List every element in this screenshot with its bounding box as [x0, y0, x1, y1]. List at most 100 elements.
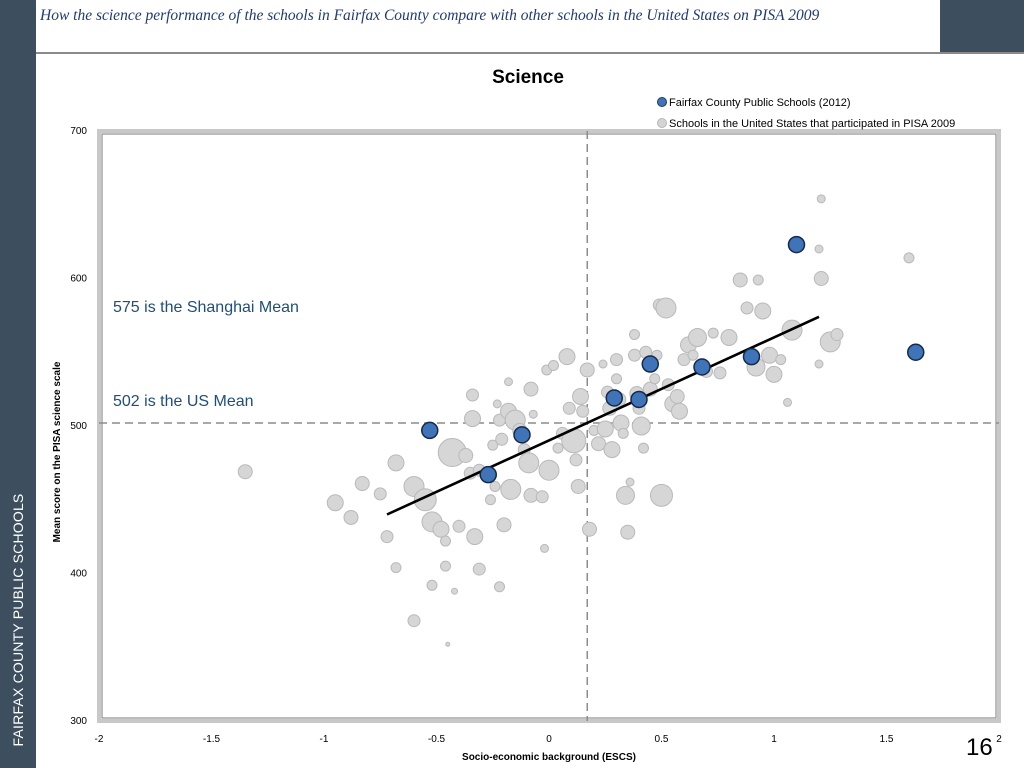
reference-lines — [99, 131, 999, 721]
us-school-point — [688, 328, 707, 347]
us-school-point — [765, 365, 783, 383]
fcps-school-point — [693, 358, 711, 376]
us-school-point — [464, 410, 481, 428]
fcps-school-point — [630, 390, 648, 409]
us-school-point — [495, 432, 509, 446]
us-school-point — [720, 329, 738, 346]
x-tick-label: -0.5 — [428, 734, 446, 745]
page-number: 16 — [966, 734, 993, 761]
us-schools-series — [237, 194, 915, 647]
us-school-point — [671, 402, 688, 420]
us-school-point — [591, 436, 606, 452]
legend-fcps-marker — [657, 97, 667, 107]
us-school-point — [625, 477, 635, 487]
plot-border — [97, 129, 1001, 723]
us-school-point — [713, 366, 727, 380]
us-school-point — [440, 560, 451, 572]
fcps-school-point — [513, 426, 531, 444]
us-school-point — [783, 397, 792, 407]
us-school-point — [492, 399, 502, 409]
us-school-point — [775, 354, 787, 366]
fcps-school-point — [479, 465, 497, 484]
us-school-point — [548, 360, 559, 372]
x-tick-label: 2 — [996, 734, 1002, 745]
y-tick-label: 700 — [70, 126, 87, 137]
us-school-point — [638, 442, 649, 454]
sidebar-label: FAIRFAX COUNTY PUBLIC SCHOOLS — [10, 493, 26, 747]
chart-title: Science — [492, 67, 564, 88]
us-school-point — [629, 329, 640, 341]
us-school-point — [814, 244, 824, 254]
us-mean-annotation: 502 is the US Mean — [113, 393, 254, 410]
x-tick-label: -1 — [320, 734, 329, 745]
us-school-point — [816, 194, 826, 204]
fcps-school-point — [421, 421, 439, 440]
us-school-point — [535, 490, 549, 504]
x-axis-label: Socio-economic background (ESCS) — [462, 752, 636, 763]
us-school-point — [562, 401, 576, 415]
fcps-school-point — [605, 389, 623, 407]
us-school-point — [452, 519, 466, 533]
fcps-school-point — [742, 347, 761, 366]
us-school-point — [572, 388, 589, 405]
us-school-point — [432, 520, 450, 538]
us-school-point — [466, 528, 484, 546]
us-school-point — [552, 442, 564, 454]
us-school-point — [528, 409, 538, 419]
us-school-point — [494, 581, 505, 593]
legend-fcps-label: Fairfax County Public Schools (2012) — [669, 97, 851, 109]
header-rule — [36, 52, 1024, 54]
us-school-point — [387, 454, 405, 472]
us-school-point — [830, 328, 844, 342]
us-school-point — [761, 346, 778, 364]
us-school-point — [354, 476, 370, 492]
us-school-point — [650, 483, 673, 507]
us-school-point — [373, 487, 387, 501]
us-school-point — [458, 448, 474, 463]
us-school-point — [903, 252, 915, 264]
us-school-point — [380, 530, 394, 544]
us-school-point — [326, 494, 344, 512]
y-axis-label: Mean score on the PISA science scale — [52, 361, 63, 542]
us-school-point — [451, 587, 458, 595]
us-school-point — [466, 388, 479, 402]
us-school-point — [518, 452, 540, 474]
us-school-point — [426, 579, 438, 591]
sidebar — [0, 0, 36, 768]
y-tick-label: 600 — [70, 274, 87, 285]
sidebar-label-container: FAIRFAX COUNTY PUBLIC SCHOOLS — [0, 0, 36, 768]
us-school-point — [628, 348, 641, 362]
us-school-point — [237, 464, 253, 480]
fcps-series — [421, 235, 925, 484]
us-school-point — [732, 272, 748, 288]
legend-us-marker — [657, 118, 667, 128]
us-school-point — [814, 359, 824, 369]
us-school-point — [504, 377, 513, 387]
us-school-point — [445, 641, 451, 647]
us-school-point — [538, 459, 560, 481]
us-school-point — [523, 381, 539, 397]
us-school-point — [540, 543, 549, 553]
x-tick-label: 1 — [771, 734, 777, 745]
us-school-point — [754, 302, 772, 320]
slide-title: How the science performance of the schoo… — [40, 7, 820, 24]
us-school-point — [596, 420, 614, 438]
us-school-point — [649, 373, 661, 385]
x-tick-label: -1.5 — [203, 734, 221, 745]
us-school-point — [707, 327, 719, 339]
x-tick-label: -2 — [95, 734, 104, 745]
header-corner-block — [940, 0, 1024, 52]
us-school-point — [631, 416, 651, 436]
y-tick-label: 300 — [70, 716, 87, 727]
us-school-point — [617, 427, 629, 439]
x-tick-label: 0 — [546, 734, 552, 745]
plot-inner-border — [101, 133, 997, 719]
us-school-point — [500, 478, 522, 500]
fcps-school-point — [907, 343, 925, 361]
us-school-point — [752, 274, 764, 286]
us-school-point — [813, 271, 829, 286]
us-school-point — [407, 614, 421, 628]
us-school-point — [440, 535, 451, 547]
us-school-point — [603, 441, 621, 459]
plot-area — [97, 129, 1001, 723]
